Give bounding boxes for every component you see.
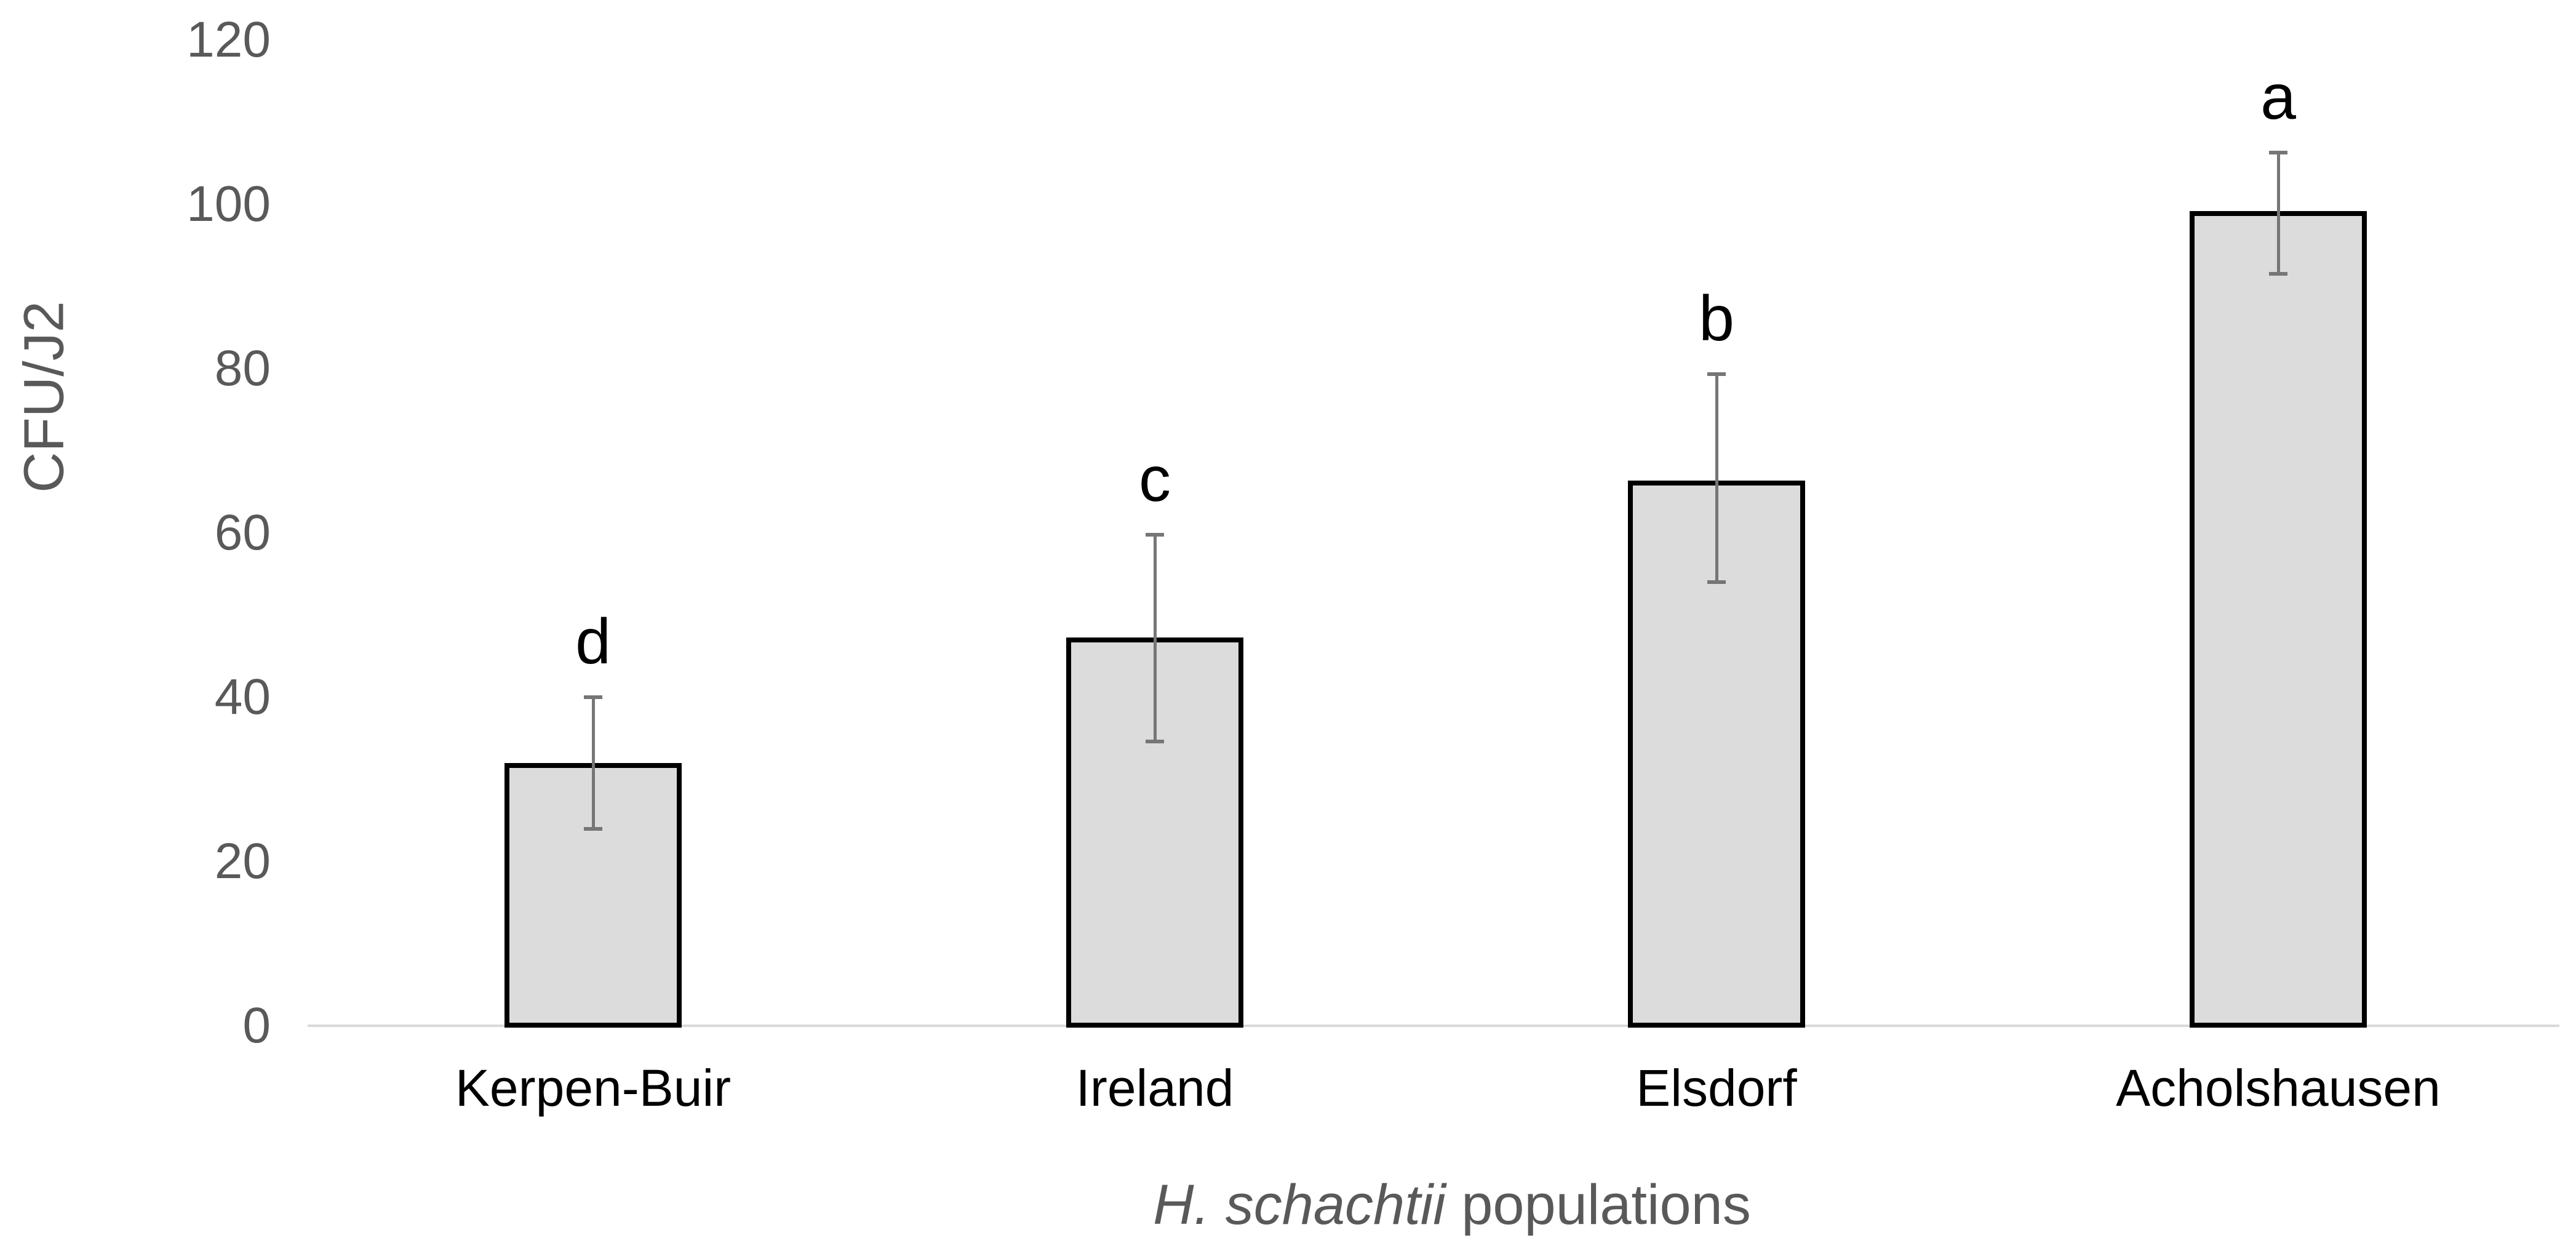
error-bar-line: [1715, 374, 1718, 583]
error-bar-cap-bottom: [1146, 740, 1164, 744]
error-bar-cap-top: [584, 695, 602, 699]
error-bar-cap-top: [1707, 372, 1726, 377]
error-bar-line: [1154, 534, 1157, 742]
x-axis-title-species: H. schachtii: [1153, 1173, 1446, 1236]
error-bar-cap-top: [1146, 532, 1164, 537]
error-bar-cap-bottom: [2269, 272, 2287, 276]
y-axis-title: CFU/J2: [12, 301, 76, 493]
significance-letter-c: c: [1139, 443, 1171, 515]
x-tick-label-kerpen-buir: Kerpen-Buir: [455, 1059, 732, 1117]
x-axis-title-regular: populations: [1445, 1173, 1751, 1236]
y-tick-label: 80: [214, 340, 271, 396]
x-axis-title: H. schachtii populations: [1153, 1174, 1751, 1236]
y-tick-label: 120: [186, 12, 271, 68]
x-tick-label-ireland: Ireland: [1075, 1059, 1234, 1117]
significance-letter-b: b: [1699, 283, 1734, 355]
y-tick-label: 20: [214, 833, 271, 889]
error-bar-line: [592, 697, 595, 829]
x-tick-label-elsdorf: Elsdorf: [1636, 1059, 1797, 1117]
y-tick-label: 100: [186, 176, 271, 232]
x-tick-label-acholshausen: Acholshausen: [2116, 1059, 2441, 1117]
x-axis-baseline: [308, 1025, 2559, 1027]
y-tick-label: 60: [214, 505, 271, 561]
error-bar-cap-bottom: [1707, 580, 1726, 585]
significance-letter-a: a: [2260, 61, 2296, 133]
error-bar-line: [2277, 152, 2280, 274]
significance-letter-d: d: [575, 606, 611, 677]
bar-acholshausen: [2190, 210, 2367, 1028]
y-tick-label: 40: [214, 669, 271, 725]
error-bar-cap-top: [2269, 150, 2287, 154]
error-bar-cap-bottom: [584, 826, 602, 831]
y-tick-label: 0: [242, 997, 271, 1053]
